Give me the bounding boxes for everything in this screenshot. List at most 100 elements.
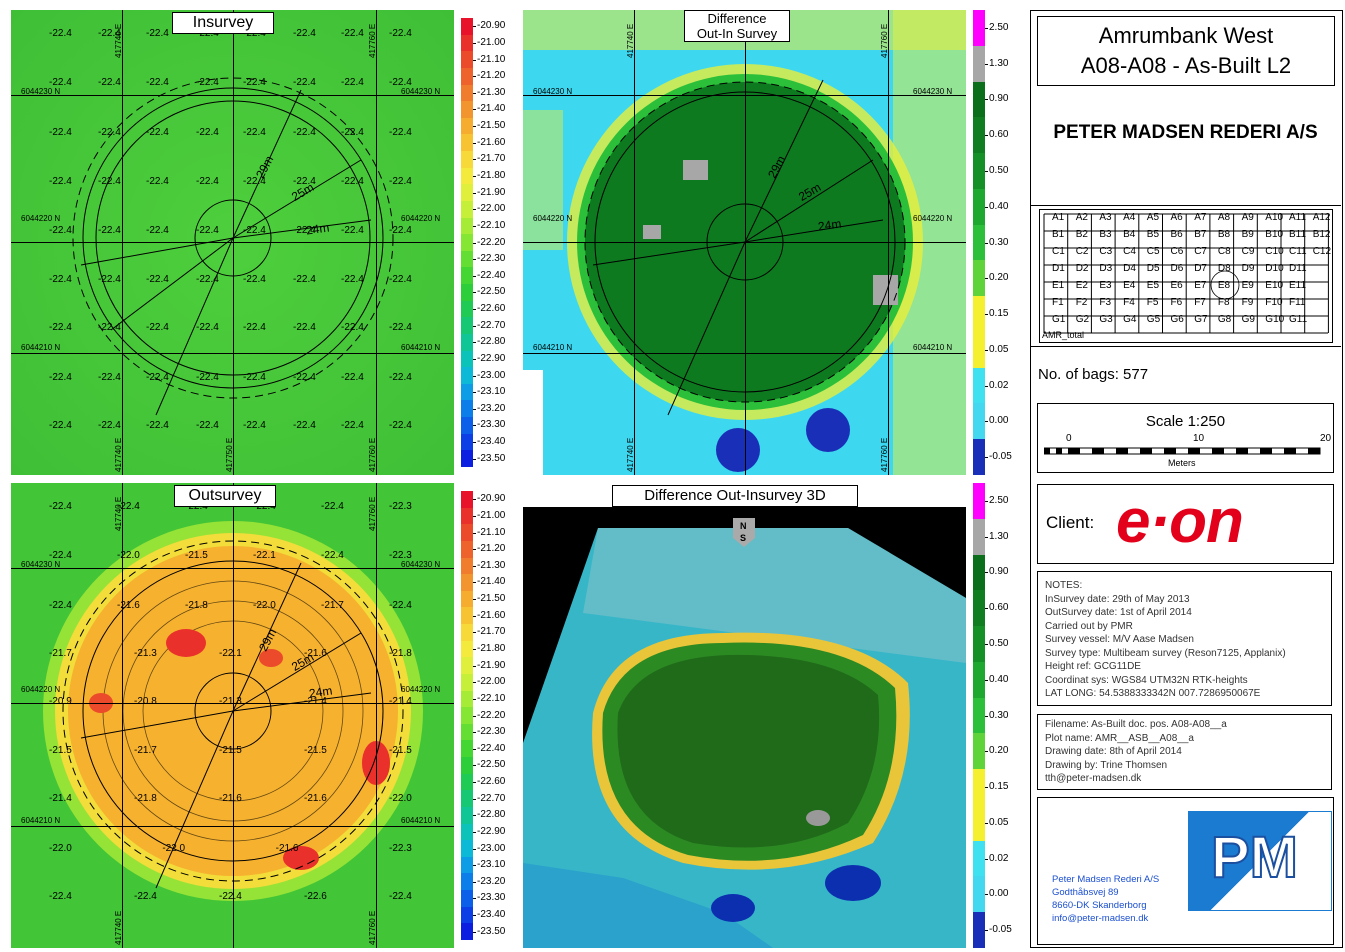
legend-tick: [473, 599, 476, 601]
coord-n1: 6044230 N: [21, 87, 61, 96]
outsurvey-depth-value: -21.6: [304, 793, 327, 804]
scale-tick-20: 20: [1320, 433, 1332, 444]
client-box: Client: e·on: [1037, 484, 1334, 564]
legend-tick: [473, 358, 476, 360]
insurvey-depth-value: -22.4: [293, 176, 316, 187]
overview-cell-label: A11: [1289, 212, 1307, 223]
legend-swatch: [461, 367, 473, 385]
overview-cell-label: A3: [1099, 212, 1112, 223]
insurvey-title: Insurvey: [172, 12, 274, 34]
legend-tick: [473, 898, 476, 900]
legend-label: -21.40: [477, 103, 506, 115]
legend-tick: [985, 572, 988, 574]
insurvey-depth-value: -22.4: [98, 225, 121, 236]
legend-label: -23.50: [477, 452, 506, 464]
legend-label: -22.70: [477, 319, 506, 331]
notes-line: Survey type: Multibeam survey (Reson7125…: [1045, 647, 1286, 659]
legend-tick: [985, 858, 988, 860]
insurvey-depth-value: -22.4: [49, 225, 72, 236]
notes-box: NOTES: InSurvey date: 29th of May 2013 Ou…: [1037, 571, 1332, 706]
insurvey-depth-value: -22.4: [341, 420, 364, 431]
overview-cell-label: C9: [1241, 246, 1255, 257]
overview-grid-lines: [1043, 213, 1329, 334]
legend-label: -22.30: [477, 253, 506, 265]
legend-label: -21.00: [477, 509, 506, 521]
difference-panel[interactable]: 6044230 N 6044230 N 6044220 N 6044220 N …: [523, 10, 966, 475]
legend-tick: [473, 515, 476, 517]
insurvey-depth-value: -22.4: [293, 274, 316, 285]
legend-tick: [473, 748, 476, 750]
address-line: Godthåbsvej 89: [1052, 887, 1119, 898]
legend-tick: [473, 682, 476, 684]
insurvey-depth-value: -22.4: [49, 372, 72, 383]
legend-tick: [473, 615, 476, 617]
legend-tick: [985, 63, 988, 65]
legend-tick: [473, 59, 476, 61]
legend-swatch: [973, 81, 985, 118]
coord-e2-bottom: 417750 E: [225, 437, 234, 472]
diff-coord-e1: 417740 E: [626, 23, 635, 58]
address-line[interactable]: info@peter-madsen.dk: [1052, 913, 1149, 924]
outsurvey-depth-value: -22.4: [117, 501, 140, 512]
insurvey-depth-value: -22.4: [49, 274, 72, 285]
legend-swatch: [973, 331, 985, 369]
legend-label: 0.20: [989, 745, 1009, 757]
overview-cell-label: F4: [1123, 297, 1135, 308]
insurvey-depth-value: -22.4: [196, 77, 219, 88]
overview-cell-label: F7: [1194, 297, 1206, 308]
overview-cell-label: D8: [1217, 263, 1231, 274]
out-coord-e1-bottom: 417740 E: [114, 910, 123, 945]
legend-swatch: [461, 590, 473, 608]
insurvey-depth-value: -22.4: [146, 420, 169, 431]
insurvey-depth-value: -22.4: [146, 176, 169, 187]
outsurvey-panel[interactable]: 6044230 N 6044230 N 6044220 N 6044220 N …: [11, 483, 454, 948]
overview-cell-label: E4: [1123, 280, 1136, 291]
overview-cell-label: D10: [1265, 263, 1284, 274]
insurvey-panel[interactable]: 6044230 N 6044230 N 6044220 N 6044220 N …: [11, 10, 454, 475]
overview-cell-label: B3: [1099, 229, 1112, 240]
overview-cell-label: C11: [1289, 246, 1307, 257]
insurvey-depth-value: -22.4: [146, 274, 169, 285]
legend-label: -22.10: [477, 219, 506, 231]
outsurvey-depth-value: -22.6: [304, 891, 327, 902]
legend-swatch: [461, 250, 473, 268]
legend-label: -22.20: [477, 236, 506, 248]
legend-swatch: [461, 284, 473, 302]
legend-tick: [473, 848, 476, 850]
legend-tick: [473, 109, 476, 111]
legend-label: -21.70: [477, 153, 506, 165]
insurvey-depth-value: -22.4: [341, 225, 364, 236]
legend-label: 2.50: [989, 494, 1009, 506]
overview-cell-label: E7: [1194, 280, 1207, 291]
overview-cell-label: F5: [1146, 297, 1159, 308]
file-info-line: Drawing by: Trine Thomsen: [1045, 759, 1168, 771]
notes-line: Carried out by PMR: [1045, 620, 1133, 632]
difference-3d-panel[interactable]: N S Difference Out-Insurvey 3D: [523, 483, 966, 948]
overview-cell-label: D11: [1289, 263, 1307, 274]
overview-cell-label: B11: [1289, 229, 1307, 240]
legend-label: 0.15: [989, 308, 1009, 320]
legend-swatch: [973, 840, 985, 877]
outsurvey-depth-value: -22.4: [321, 501, 344, 512]
legend-swatch: [973, 590, 985, 627]
scale-bar: [1044, 447, 1321, 455]
legend-tick: [985, 787, 988, 789]
legend-swatch: [461, 350, 473, 368]
legend-swatch: [461, 890, 473, 908]
insurvey-depth-value: -22.4: [243, 127, 266, 138]
overview-cell-label: G11: [1289, 314, 1308, 325]
insurvey-depth-value: -22.4: [196, 176, 219, 187]
legend-label: -20.90: [477, 493, 506, 505]
outsurvey-depth-value: -22.3: [389, 843, 412, 854]
legend-tick: [473, 458, 476, 460]
legend-swatch: [461, 856, 473, 874]
overview-cell-label: D3: [1099, 263, 1113, 274]
insurvey-depth-value: -22.4: [293, 420, 316, 431]
coord-n2-right: 6044220 N: [401, 214, 441, 223]
diff-coord-e3: 417760 E: [880, 23, 889, 58]
insurvey-depth-value: -22.4: [49, 77, 72, 88]
insurvey-depth-value: -22.4: [293, 77, 316, 88]
overview-cell-label: G4: [1123, 314, 1137, 325]
outsurvey-depth-value: -21.3: [134, 648, 157, 659]
legend-swatch: [973, 188, 985, 226]
